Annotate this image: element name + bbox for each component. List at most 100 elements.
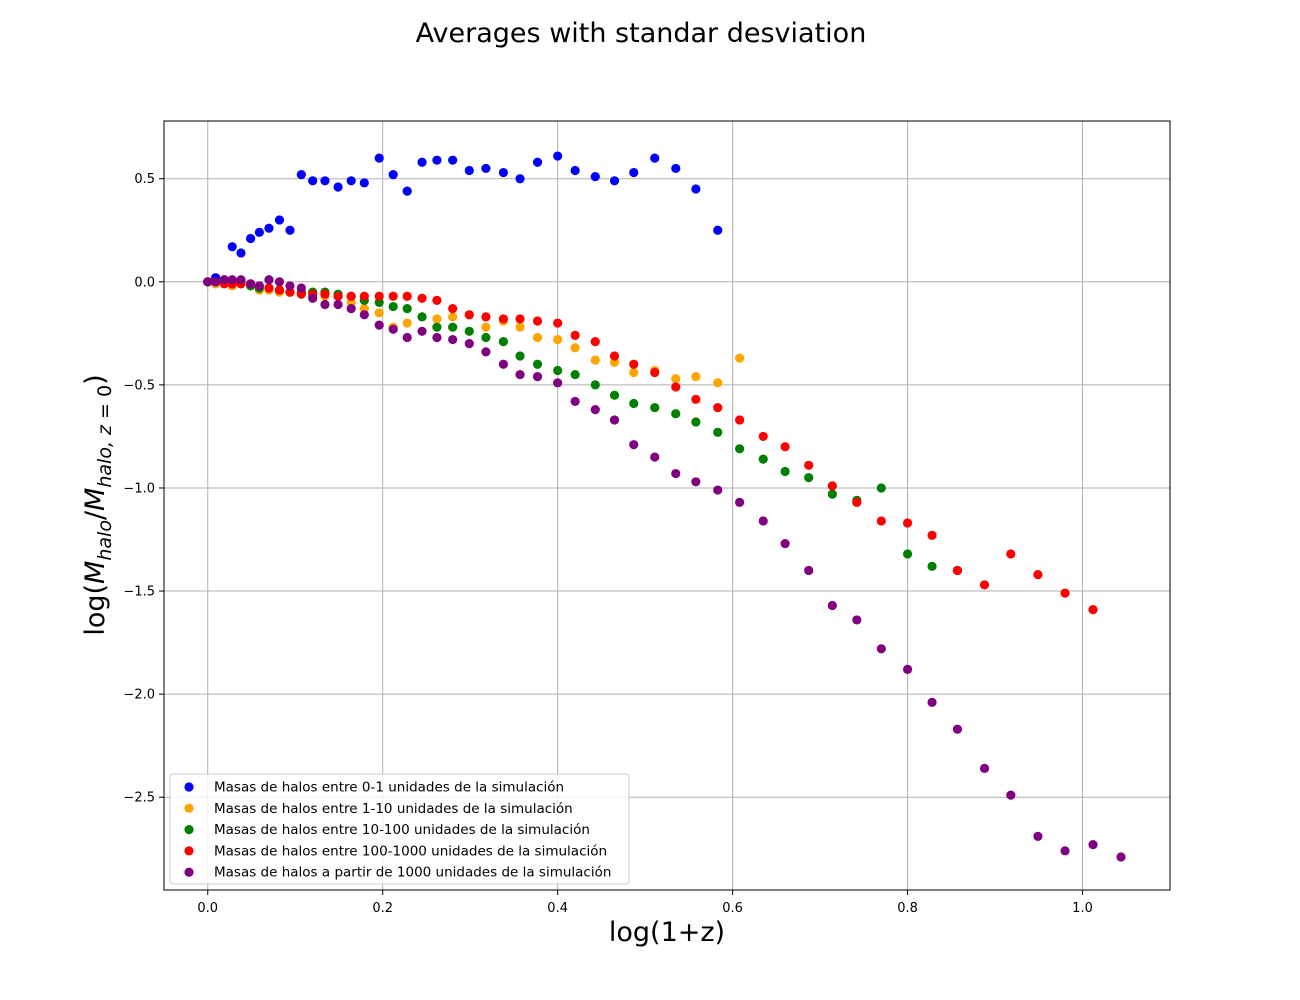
legend-marker: [184, 867, 194, 877]
data-point: [388, 301, 398, 312]
data-point: [671, 374, 681, 384]
data-point: [498, 359, 509, 369]
data-point: [432, 322, 442, 332]
legend-box: [169, 773, 630, 885]
data-point: [758, 516, 768, 526]
data-point: [211, 277, 221, 287]
data-point: [388, 324, 398, 334]
data-point: [671, 468, 681, 479]
data-point: [498, 337, 509, 347]
axis-ticks: 0.0 0.2 0.4 0.6 0.8 1.0 0.5 0.0 −0.5 −1.0 −1.5 −2.0…: [123, 172, 1092, 916]
legend-marker: [184, 803, 194, 813]
data-point: [827, 481, 837, 491]
y-axis-label: log(Mhalo/Mhalo, z = 0): [80, 374, 116, 635]
x-tick-label: 0.8: [897, 901, 918, 916]
data-point: [417, 312, 427, 322]
data-point: [804, 460, 814, 470]
data-point: [481, 332, 491, 343]
legend-entry-label: Masas de halos a partir de 1000 unidades…: [214, 865, 611, 881]
data-point: [1060, 588, 1070, 598]
data-point: [650, 367, 660, 378]
data-point: [876, 644, 886, 654]
data-point: [927, 561, 937, 571]
data-point: [308, 176, 318, 186]
data-point: [515, 174, 525, 184]
data-point: [402, 332, 412, 343]
data-point: [713, 378, 723, 388]
data-point: [629, 359, 639, 369]
data-point: [432, 155, 442, 165]
data-point: [203, 277, 213, 287]
data-point: [952, 724, 963, 734]
data-point: [219, 275, 229, 285]
data-point: [1116, 852, 1126, 862]
data-point: [417, 326, 427, 336]
data-point: [320, 299, 330, 310]
legend-marker: [184, 782, 194, 792]
data-point: [346, 304, 356, 314]
data-points: [203, 151, 1126, 862]
data-point: [671, 163, 681, 174]
data-point: [481, 322, 491, 332]
y-tick-label: −0.5: [123, 378, 155, 393]
data-point: [498, 314, 509, 324]
data-point: [629, 167, 639, 178]
plot-frame: [163, 120, 1171, 891]
data-point: [481, 347, 491, 357]
data-point: [346, 176, 356, 186]
data-point: [464, 326, 474, 336]
data-point: [650, 153, 660, 163]
data-point: [246, 279, 256, 289]
x-tick-label: 1.0: [1072, 901, 1093, 916]
data-point: [553, 151, 563, 161]
data-point: [274, 285, 285, 295]
data-point: [609, 351, 620, 361]
data-point: [1033, 831, 1043, 842]
data-point: [402, 318, 412, 328]
data-point: [927, 530, 937, 540]
y-label-pre: log(: [80, 584, 111, 636]
data-point: [481, 163, 491, 174]
data-point: [590, 405, 600, 415]
data-point: [671, 409, 681, 419]
data-point: [374, 320, 384, 330]
y-tick-label: 0.5: [134, 172, 155, 187]
data-point: [481, 312, 491, 322]
data-point: [254, 227, 264, 237]
data-point: [852, 615, 862, 625]
legend-marker: [184, 825, 194, 835]
data-point: [713, 485, 723, 495]
data-point: [902, 549, 913, 559]
data-point: [264, 223, 274, 233]
data-point: [532, 157, 543, 167]
data-point: [374, 291, 384, 301]
data-point: [285, 225, 295, 235]
data-point: [902, 664, 913, 675]
data-point: [629, 367, 639, 378]
data-point: [417, 293, 427, 303]
chart-title: Averages with standar desviation: [416, 18, 867, 49]
data-point: [553, 378, 563, 388]
data-point: [691, 184, 701, 194]
data-point: [590, 337, 600, 347]
data-point: [735, 497, 745, 508]
data-point: [927, 697, 937, 707]
data-point: [979, 763, 990, 773]
data-point: [691, 394, 701, 404]
data-point: [671, 382, 681, 392]
grid: [164, 121, 1170, 890]
data-point: [553, 365, 563, 376]
data-point: [979, 580, 990, 590]
data-point: [570, 330, 580, 341]
data-point: [590, 172, 600, 182]
y-label-m1: M: [80, 561, 111, 584]
data-point: [570, 165, 580, 176]
data-point: [629, 440, 639, 450]
data-point: [448, 334, 458, 345]
legend-marker: [184, 846, 194, 856]
data-point: [1060, 846, 1070, 856]
data-point: [780, 442, 790, 452]
data-point: [532, 359, 543, 369]
y-label-slash: /: [80, 510, 111, 520]
data-point: [713, 402, 723, 413]
